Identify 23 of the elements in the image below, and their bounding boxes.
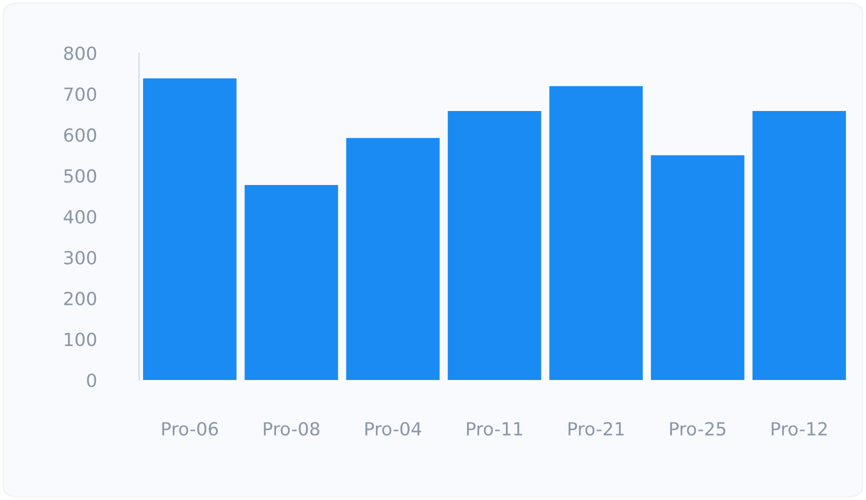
y-tick-label: 0 [87,373,96,388]
bar [549,86,643,380]
y-tick-label: 400 [64,210,96,224]
bar [244,185,338,380]
y-tick-label: 300 [64,250,96,264]
x-tick-label: Pro-04 [365,422,422,436]
x-tick-label: Pro-08 [264,422,320,436]
y-tick-label: 800 [64,46,96,60]
bar [448,111,542,380]
bar [143,78,237,380]
x-tick-label: Pro-12 [772,422,827,436]
x-tick-label: Pro-25 [670,422,726,436]
bar [650,155,744,380]
y-tick-label: 500 [64,169,96,183]
y-tick-label: 700 [64,87,96,101]
x-tick-label: Pro-06 [162,422,218,436]
y-tick-label: 100 [64,332,96,346]
y-tick-label: 200 [64,292,96,306]
y-tick-label: 600 [64,128,96,142]
x-tick-label: Pro-11 [467,422,522,436]
bar [346,138,440,380]
x-tick-label: Pro-21 [568,422,624,436]
bar [752,111,846,380]
